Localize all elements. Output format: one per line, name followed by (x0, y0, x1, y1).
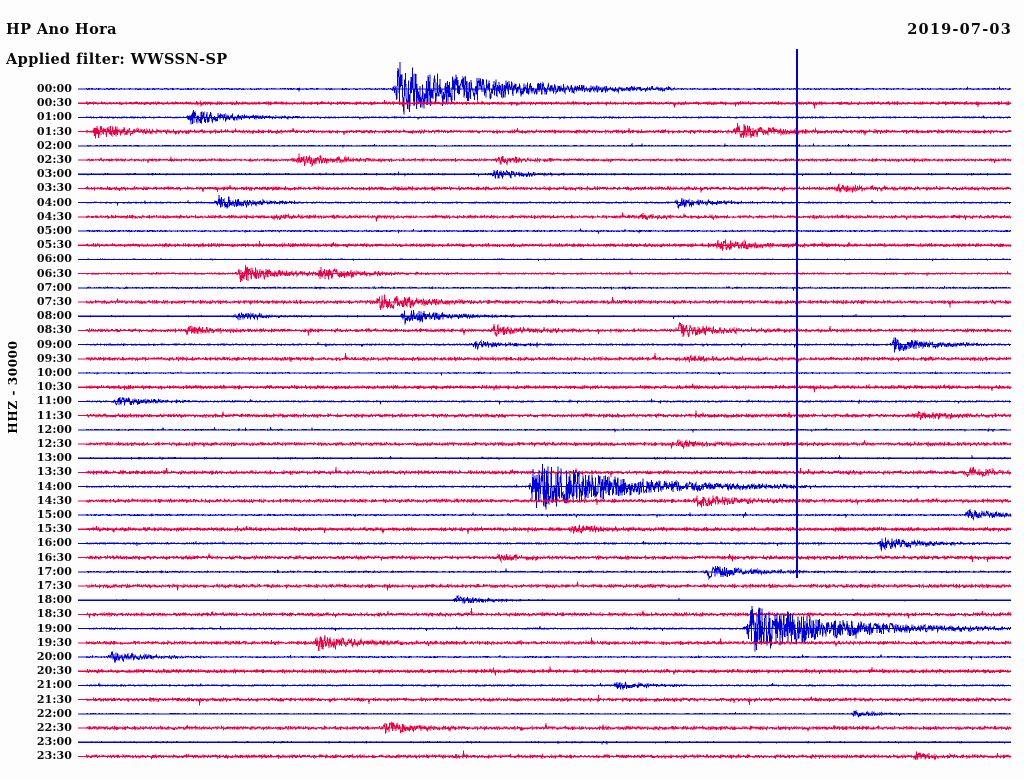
time-label: 19:00 (36, 621, 72, 635)
time-label: 06:00 (36, 252, 72, 266)
time-label: 22:00 (36, 706, 72, 720)
time-label: 02:30 (36, 153, 72, 166)
trace-row (85, 695, 1012, 706)
time-label: 17:00 (36, 564, 72, 578)
time-label: 19:30 (36, 635, 72, 649)
time-label: 21:30 (36, 692, 72, 706)
time-label: 08:30 (36, 323, 72, 337)
time-label: 23:30 (36, 749, 72, 763)
time-label: 08:00 (36, 309, 72, 323)
time-label: 11:00 (36, 394, 72, 408)
time-label: 13:30 (36, 465, 72, 479)
time-label: 17:30 (36, 579, 72, 592)
time-label: 18:30 (36, 607, 72, 621)
trace-row (85, 309, 1012, 325)
time-label: 07:30 (36, 295, 72, 308)
time-label: 07:00 (36, 280, 72, 294)
time-label: 14:30 (36, 493, 72, 507)
trace-row (85, 750, 1012, 761)
time-label: 05:00 (36, 224, 72, 237)
time-label: 05:30 (36, 238, 72, 252)
trace-row (85, 353, 1012, 363)
trace-row (85, 608, 1012, 619)
time-label: 03:30 (36, 181, 72, 195)
time-label: 23:00 (36, 735, 72, 749)
time-label: 10:00 (36, 366, 72, 379)
trace-row (85, 508, 1012, 521)
trace-row (86, 123, 1012, 139)
time-label: 16:00 (36, 536, 72, 550)
time-label: 10:30 (36, 380, 72, 394)
time-label: 09:00 (36, 337, 72, 351)
time-label: 12:00 (36, 422, 72, 436)
trace-row (85, 721, 1012, 735)
date-label: 2019-07-03 (907, 21, 1012, 38)
trace-row (85, 594, 1012, 604)
time-label: 01:00 (36, 110, 72, 124)
time-label: 14:00 (36, 479, 72, 493)
time-label: 02:00 (36, 138, 72, 152)
time-label: 22:30 (36, 721, 72, 734)
time-label: 06:30 (36, 266, 72, 280)
time-label: 11:30 (36, 408, 72, 422)
applied-filter-label: Applied filter: WWSSN-SP (6, 51, 228, 68)
trace-row (85, 383, 1012, 393)
time-axis-labels: 00:00 00:30 01:00 01:30 02:00 02:30 03:00 03:30… (0, 0, 72, 780)
time-label: 21:00 (36, 678, 72, 692)
time-label: 20:30 (36, 664, 72, 678)
time-label: 15:00 (36, 508, 72, 521)
time-label: 15:30 (36, 522, 72, 536)
time-label: 00:00 (36, 82, 72, 95)
time-label: 04:30 (36, 209, 72, 223)
trace-row (86, 62, 1012, 115)
time-label: 03:00 (36, 167, 72, 181)
time-label: 01:30 (36, 124, 72, 138)
time-label: 12:30 (36, 437, 72, 450)
time-label: 13:00 (36, 451, 72, 465)
time-label: 16:30 (36, 550, 72, 564)
time-label: 04:00 (36, 195, 72, 209)
time-label: 00:30 (36, 96, 72, 110)
time-label: 09:30 (36, 351, 72, 365)
station-name: HP Ano Hora (6, 21, 117, 38)
trace-row (85, 100, 1011, 109)
time-label: 20:00 (36, 650, 72, 663)
trace-row (85, 195, 1011, 209)
time-label: 18:00 (36, 593, 72, 607)
